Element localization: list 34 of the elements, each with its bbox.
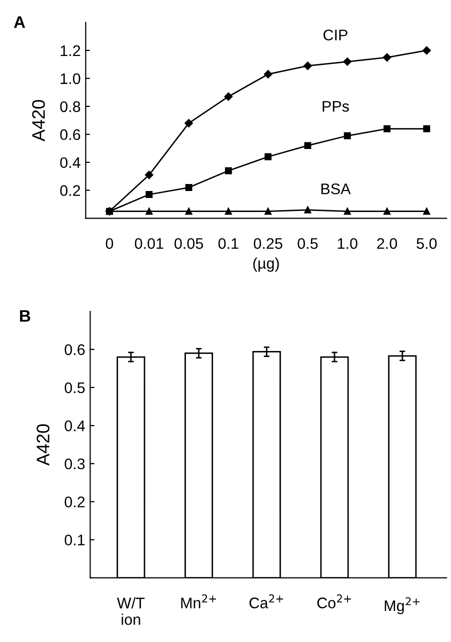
y-tick-label: 1.2 [60,45,80,56]
y-axis-title: A420 [36,424,50,466]
x-tick-label: 2.0 [377,238,398,249]
x-tick-label: 5.0 [416,238,437,249]
y-tick-label: 1.0 [60,73,80,84]
x-tick-label: 0.01 [134,238,164,249]
x-tick-label: 0.25 [254,238,282,249]
series-label: BSA [321,183,351,194]
series-label: CIP [324,30,348,40]
y-axis-title: A420 [32,100,45,142]
y-tick-label: 0.6 [64,344,85,356]
y-tick-label: 0.5 [64,382,85,394]
x-tick-label: Ca$^{2+}$ [249,594,284,608]
x-tick-label: 1.0 [338,238,358,249]
y-tick-label: 0.4 [64,420,85,432]
y-tick-label: 0.1 [64,534,85,546]
y-tick-label: 0.6 [60,129,80,140]
chart-title: A [14,16,26,28]
y-tick-label: 0.2 [60,185,80,196]
x-tick-label: Mg$^{2+}$ [384,597,420,614]
x-tick-label: 0.5 [298,238,318,249]
x-tick-label: 0.05 [174,238,204,249]
x-tick-label: W/T ion [116,597,145,625]
y-tick-label: 0.2 [64,496,85,508]
x-tick-label: Co$^{2+}$ [317,594,351,608]
series-label: PPs [322,101,349,112]
y-tick-label: 0.3 [64,458,85,470]
x-tick-label: 0.1 [218,238,238,249]
x-tick-label: Mn$^{2+}$ [181,594,216,608]
x-tick-label: 0 [106,238,114,249]
y-tick-label: 0.4 [60,157,80,168]
chart-title: B [20,310,30,322]
x-axis-title: (µg) [253,258,279,272]
y-tick-label: 0.8 [60,101,80,112]
